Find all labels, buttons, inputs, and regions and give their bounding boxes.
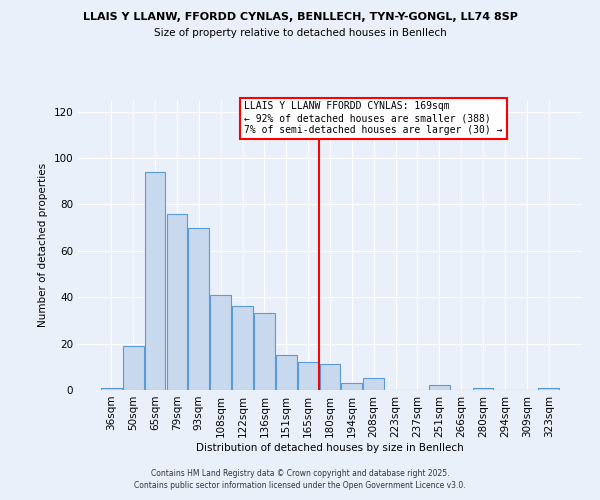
X-axis label: Distribution of detached houses by size in Benllech: Distribution of detached houses by size … [196, 442, 464, 452]
Bar [188, 228, 209, 390]
Text: Contains public sector information licensed under the Open Government Licence v3: Contains public sector information licen… [134, 481, 466, 490]
Bar [145, 172, 166, 390]
Text: Contains HM Land Registry data © Crown copyright and database right 2025.: Contains HM Land Registry data © Crown c… [151, 468, 449, 477]
Bar [101, 388, 122, 390]
Bar [232, 306, 253, 390]
Bar [123, 346, 143, 390]
Bar [276, 355, 296, 390]
Bar [210, 295, 231, 390]
Bar [341, 383, 362, 390]
Bar [364, 378, 384, 390]
Bar [473, 388, 493, 390]
Bar [167, 214, 187, 390]
Text: LLAIS Y LLANW FFORDD CYNLAS: 169sqm
← 92% of detached houses are smaller (388)
7: LLAIS Y LLANW FFORDD CYNLAS: 169sqm ← 92… [244, 102, 503, 134]
Bar [254, 314, 275, 390]
Bar [429, 386, 450, 390]
Bar [320, 364, 340, 390]
Text: LLAIS Y LLANW, FFORDD CYNLAS, BENLLECH, TYN-Y-GONGL, LL74 8SP: LLAIS Y LLANW, FFORDD CYNLAS, BENLLECH, … [83, 12, 517, 22]
Bar [298, 362, 319, 390]
Text: Size of property relative to detached houses in Benllech: Size of property relative to detached ho… [154, 28, 446, 38]
Bar [538, 388, 559, 390]
Y-axis label: Number of detached properties: Number of detached properties [38, 163, 48, 327]
